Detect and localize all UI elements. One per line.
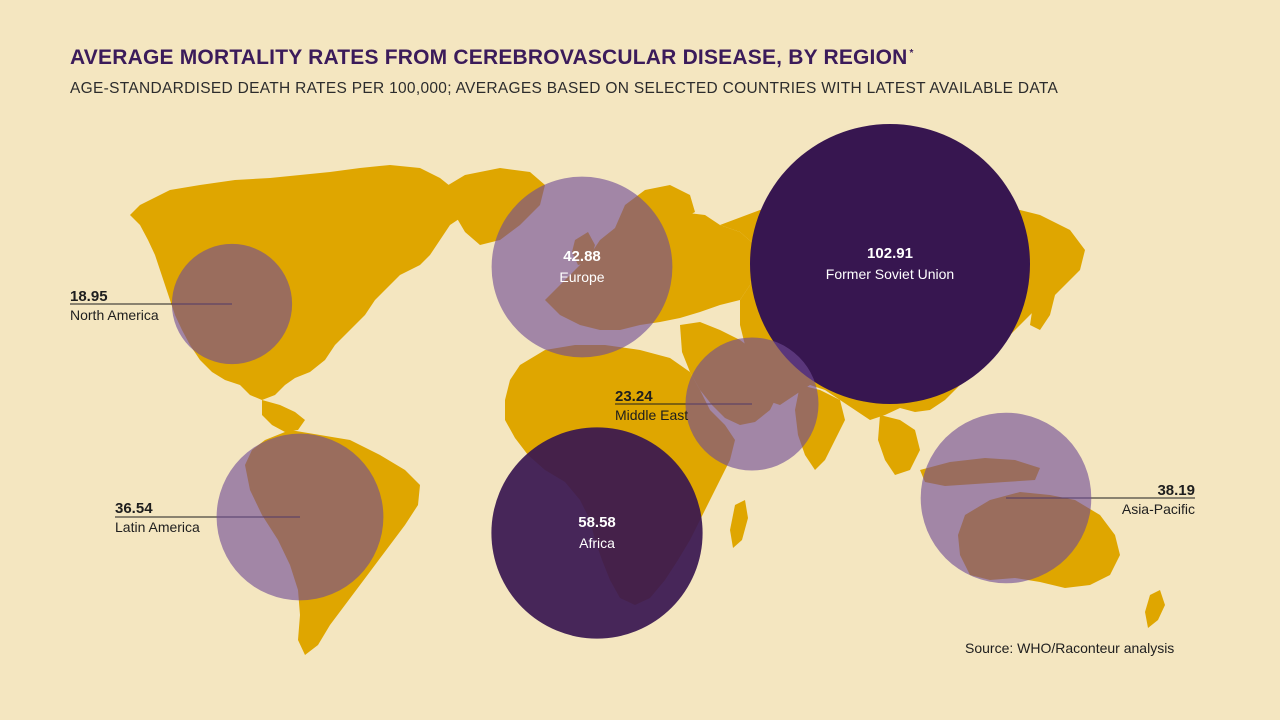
region-bubbles (171, 124, 1092, 639)
label-europe: 42.88 Europe (559, 247, 604, 287)
land-se-asia (878, 415, 920, 475)
label-latin-america: 36.54 Latin America (115, 500, 200, 536)
bubble-asia-pacific (920, 412, 1092, 584)
land-new-zealand (1145, 590, 1165, 628)
name-asia-pacific: Asia-Pacific (1121, 501, 1195, 517)
bubble-former-soviet-union (750, 124, 1030, 404)
value-middle-east: 23.24 (615, 388, 653, 405)
source-note: Source: WHO/Raconteur analysis (965, 640, 1175, 656)
land-madagascar (730, 500, 748, 548)
bubble-europe (491, 176, 673, 358)
bubble-north-america (171, 243, 293, 365)
label-asia-pacific: 38.19 Asia-Pacific (1122, 482, 1195, 518)
label-africa: 58.58 Africa (578, 513, 616, 553)
name-former-soviet-union: Former Soviet Union (825, 266, 955, 282)
chart-subtitle: AGE-STANDARDISED DEATH RATES PER 100,000… (70, 80, 1059, 97)
bubble-middle-east (685, 337, 819, 471)
label-north-america: 18.95 North America (70, 288, 159, 324)
label-former-soviet-union: 102.91 Former Soviet Union (826, 244, 954, 284)
name-north-america: North America (70, 307, 159, 323)
chart-title: AVERAGE MORTALITY RATES FROM CEREBROVASC… (70, 46, 914, 69)
land-central-america (262, 400, 305, 432)
bubble-africa (491, 427, 703, 639)
value-africa: 58.58 (578, 514, 616, 531)
land-japan (1030, 280, 1055, 330)
value-former-soviet-union: 102.91 (867, 245, 913, 262)
bubble-latin-america (216, 433, 384, 601)
label-middle-east: 23.24 Middle East (615, 388, 688, 424)
value-europe: 42.88 (563, 248, 601, 265)
name-europe: Europe (559, 269, 605, 285)
name-africa: Africa (579, 535, 615, 551)
name-latin-america: Latin America (115, 519, 200, 535)
value-latin-america: 36.54 (115, 500, 153, 517)
name-middle-east: Middle East (615, 407, 689, 423)
value-asia-pacific: 38.19 (1157, 482, 1195, 499)
value-north-america: 18.95 (70, 288, 108, 305)
